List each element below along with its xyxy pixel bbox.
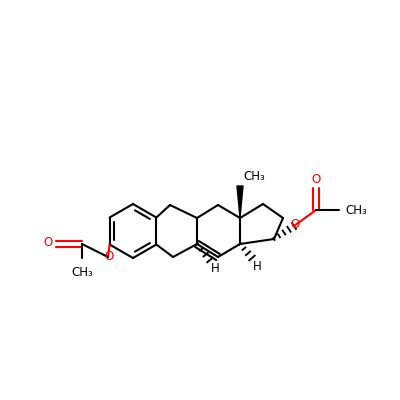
Text: O: O	[311, 173, 321, 186]
Text: CH₃: CH₃	[243, 170, 265, 183]
Polygon shape	[237, 186, 243, 218]
Text: CH₃: CH₃	[71, 266, 93, 279]
Text: H: H	[211, 262, 220, 275]
Text: CH₃: CH₃	[345, 204, 367, 216]
Text: H: H	[253, 260, 262, 273]
Text: O: O	[290, 218, 300, 230]
Text: O: O	[44, 236, 53, 250]
Text: O: O	[104, 250, 114, 262]
